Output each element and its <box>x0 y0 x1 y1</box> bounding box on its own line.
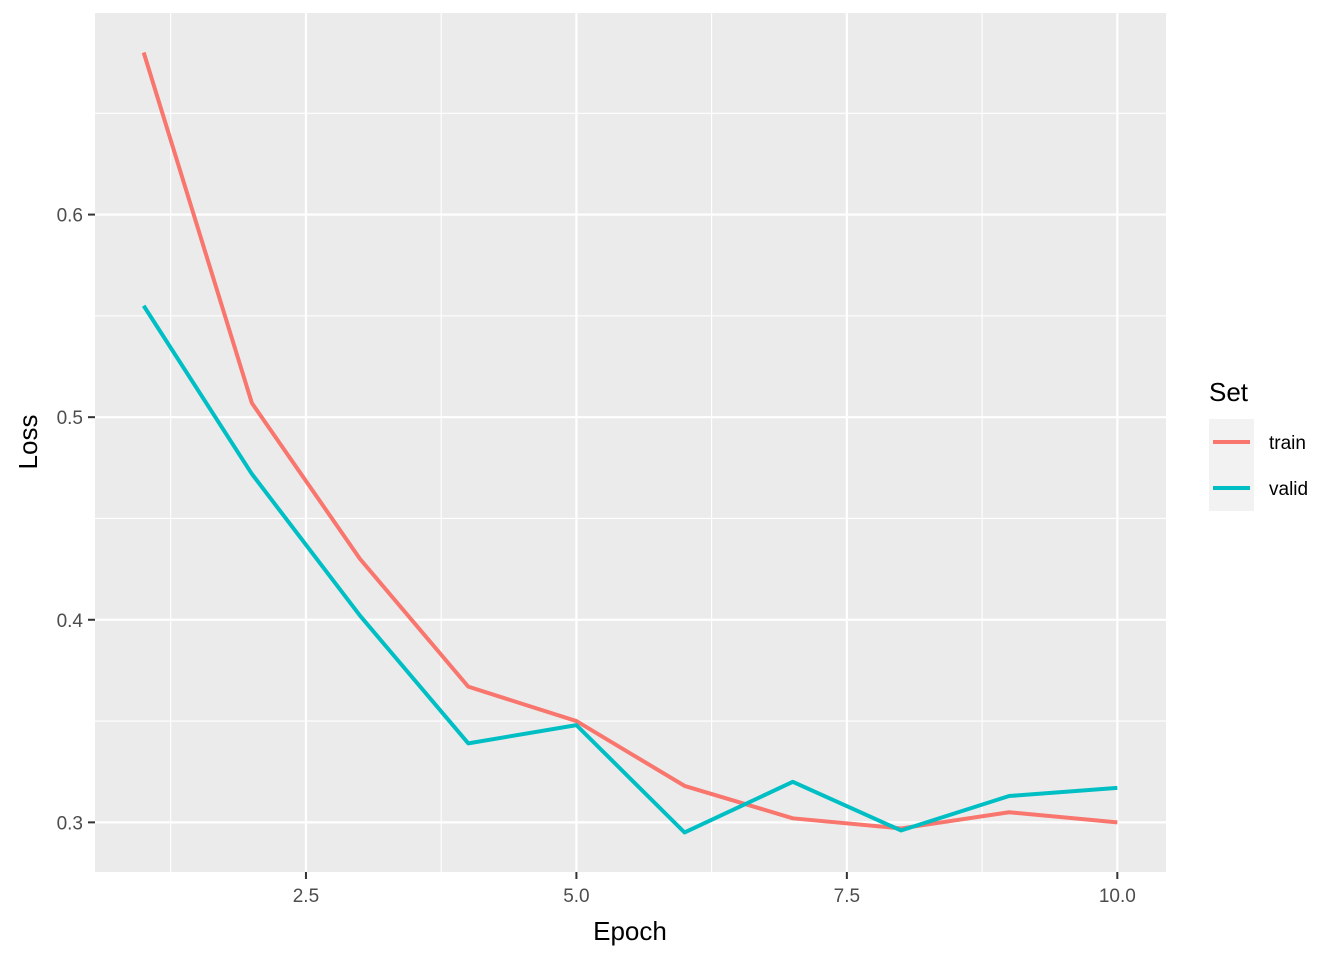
y-tick-label: 0.5 <box>57 408 83 429</box>
y-tick-label: 0.4 <box>57 611 84 632</box>
legend-label-train: train <box>1269 433 1306 454</box>
x-tick-label: 10.0 <box>1099 886 1136 907</box>
y-axis-title: Loss <box>13 415 43 470</box>
legend-keys: train valid <box>1209 419 1308 511</box>
x-axis: 2.5 5.0 7.5 10.0 <box>293 872 1136 907</box>
y-tick-label: 0.3 <box>57 813 83 834</box>
x-tick-label: 7.5 <box>834 886 860 907</box>
grid-major-lines <box>95 13 1166 872</box>
grid-minor-lines <box>95 13 1166 872</box>
x-axis-title: Epoch <box>593 916 667 946</box>
x-tick-label: 5.0 <box>563 886 589 907</box>
series-lines <box>141 51 1118 835</box>
legend-title: Set <box>1209 377 1249 407</box>
series-line-valid <box>141 304 1118 835</box>
legend-label-valid: valid <box>1269 479 1308 500</box>
legend: Set train valid <box>1209 377 1308 511</box>
y-tick-label: 0.6 <box>57 206 83 227</box>
y-axis: 0.3 0.4 0.5 0.6 <box>57 206 95 834</box>
plot-panel <box>95 13 1166 872</box>
series-line-train <box>141 51 1118 831</box>
x-tick-label: 2.5 <box>293 886 319 907</box>
